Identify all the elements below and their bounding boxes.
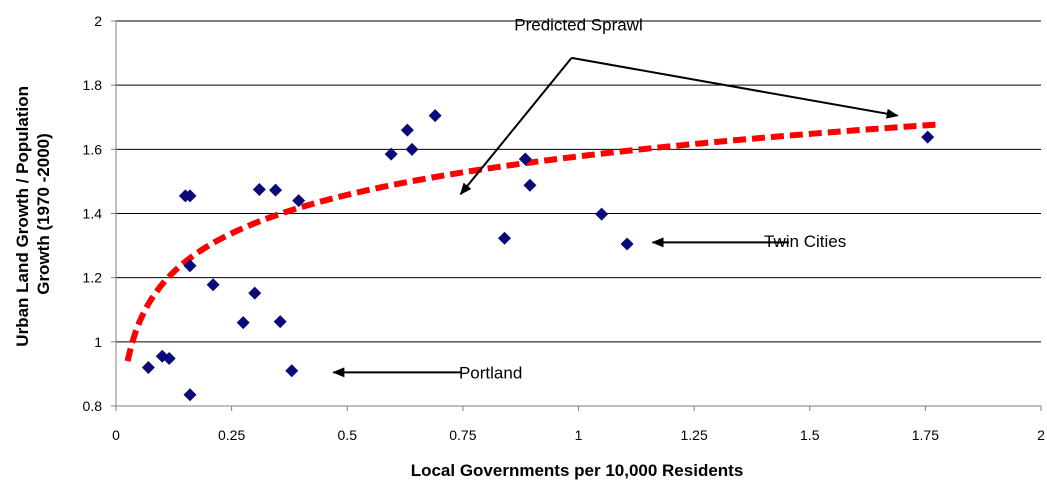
data-point [236,316,250,330]
gridlines [116,20,1041,407]
x-tick-label: 0.5 [338,427,358,443]
annotations: Predicted Sprawl Twin Cities Portland [332,16,899,383]
x-tick-label: 0 [112,427,120,443]
data-point [523,178,537,192]
data-point [595,207,609,221]
x-tick-labels: 0 0.25 0.5 0.75 1 1.25 1.5 1.75 2 [112,427,1045,443]
trend-line-path [124,121,938,362]
predicted-sprawl-label: Predicted Sprawl [514,16,643,35]
y-tick-label: 1.2 [83,270,103,286]
predicted-sprawl-arrow [459,57,573,196]
trend-line [124,121,938,362]
predicted-sprawl-arrow [571,56,899,119]
data-point [292,194,306,208]
data-point [498,231,511,245]
x-tick-label: 1 [575,427,583,443]
y-tick-labels: 0.8 1 1.2 1.4 1.6 1.8 2 [83,13,103,414]
data-point [252,182,266,196]
y-axis-title: Urban Land Growth / Population Growth (1… [13,81,53,346]
data-point [285,364,299,378]
x-tick-label: 2 [1037,427,1045,443]
data-point [400,123,414,137]
x-tick-label: 1.25 [681,427,708,443]
y-tick-label: 2 [94,13,102,29]
x-tick-label: 0.75 [449,427,476,443]
data-point [269,183,283,197]
data-point [183,388,197,402]
x-tick-label: 1.75 [912,427,939,443]
x-tick-label: 0.25 [218,427,245,443]
x-axis-title: Local Governments per 10,000 Residents [411,461,744,480]
data-point [620,237,634,251]
data-point [405,142,419,156]
data-point [183,189,197,203]
y-tick-label: 0.8 [83,398,103,414]
y-tick-label: 1 [94,334,102,350]
data-point [141,361,155,374]
y-axis-title-line-1: Urban Land Growth / Population [13,86,32,347]
data-point [183,259,197,273]
y-axis-title-line-2: Growth (1970 -2000) [34,133,53,295]
data-points [141,109,935,402]
x-tick-label: 1.5 [800,427,820,443]
data-point [518,152,532,166]
data-point [921,130,935,144]
y-tick-label: 1.8 [83,77,103,93]
portland-label: Portland [459,364,522,383]
data-point [273,315,287,329]
axes [111,20,1042,411]
data-point [248,286,262,300]
data-point [162,352,176,366]
data-point [428,109,442,123]
y-tick-label: 1.4 [83,206,103,222]
data-point [206,278,220,292]
twin-cities-label: Twin Cities [764,232,846,251]
data-point [384,147,398,161]
y-tick-label: 1.6 [83,141,103,157]
